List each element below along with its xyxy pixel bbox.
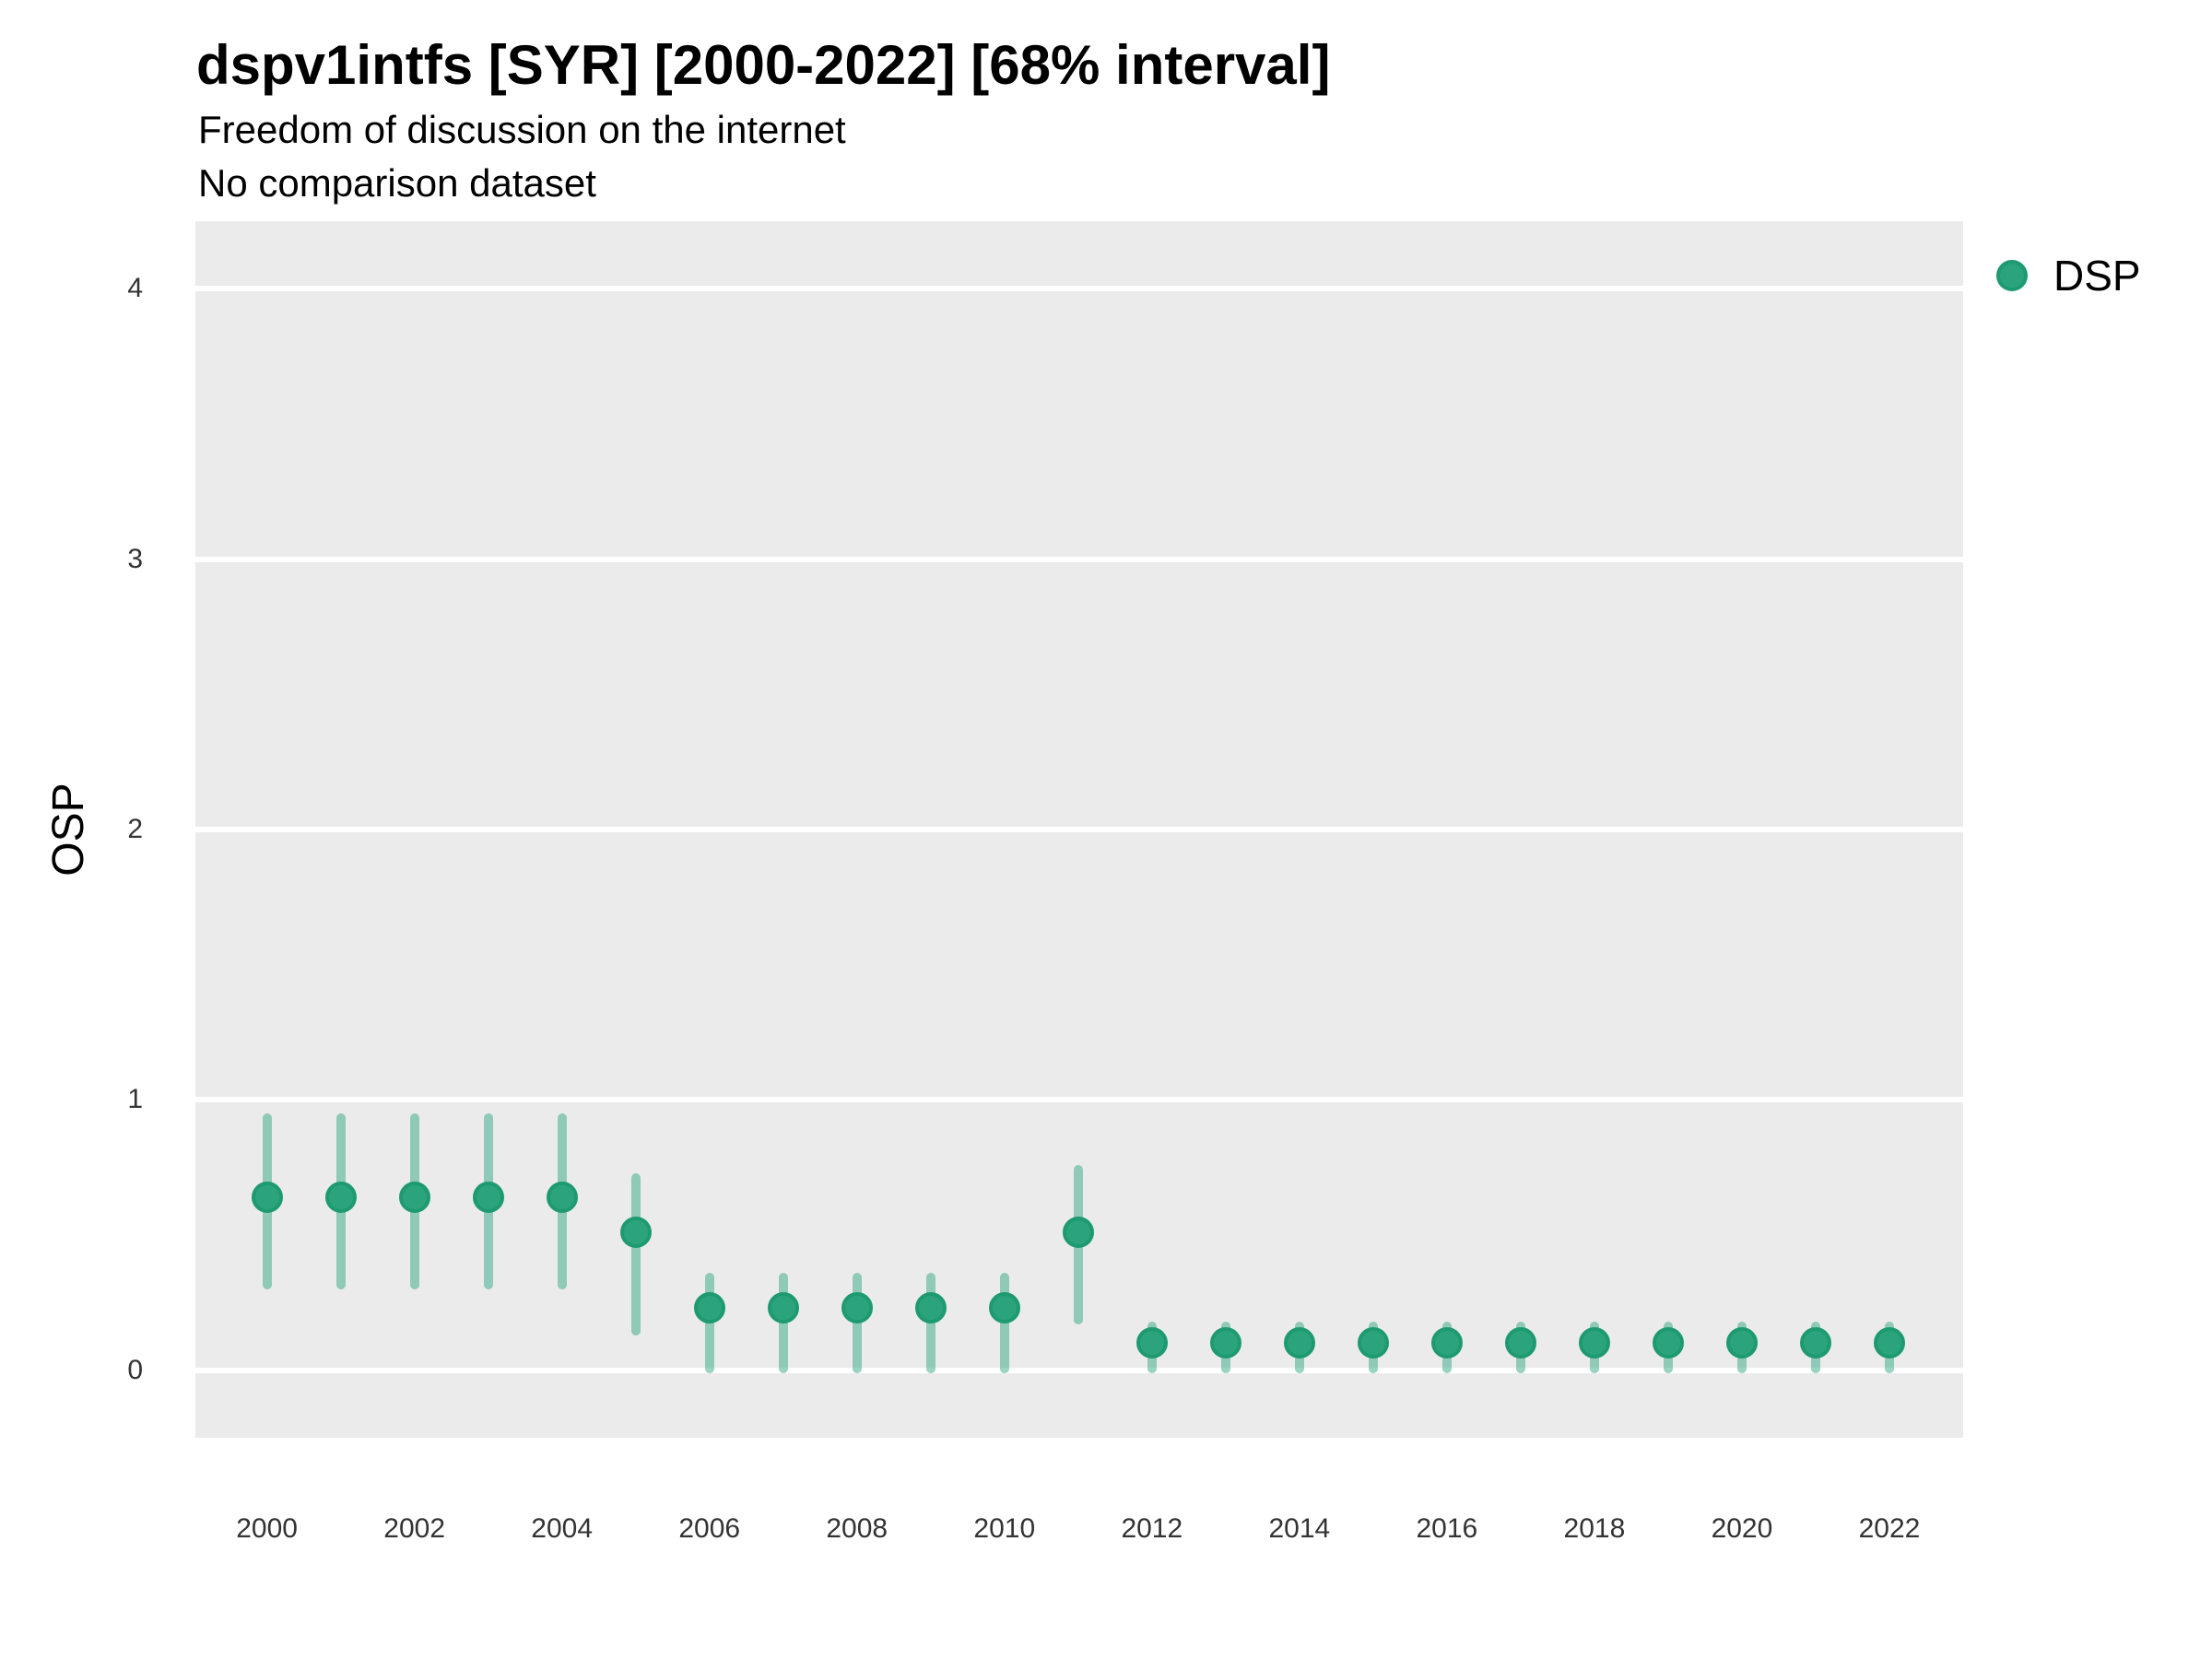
- data-point: [841, 1292, 873, 1324]
- chart-comparison-note: No comparison dataset: [198, 161, 596, 205]
- chart-subtitle: Freedom of discussion on the internet: [198, 108, 846, 151]
- data-point: [914, 1292, 947, 1324]
- x-tick-label: 2016: [1416, 1513, 1478, 1544]
- y-tick-label: 4: [127, 273, 143, 304]
- gridline: [195, 1097, 1963, 1103]
- data-point: [1504, 1327, 1536, 1359]
- data-point: [472, 1181, 504, 1213]
- data-point: [767, 1292, 799, 1324]
- data-point: [1578, 1327, 1610, 1359]
- gridline: [195, 286, 1963, 292]
- y-tick-label: 0: [127, 1354, 143, 1385]
- x-tick-label: 2018: [1563, 1513, 1626, 1544]
- data-point: [324, 1181, 357, 1213]
- data-point: [693, 1292, 725, 1324]
- x-tick-label: 2010: [973, 1513, 1036, 1544]
- x-tick-label: 2006: [678, 1513, 741, 1544]
- x-tick-label: 2004: [531, 1513, 594, 1544]
- x-tick-label: 2002: [383, 1513, 446, 1544]
- y-tick-label: 3: [127, 543, 143, 574]
- data-point: [546, 1181, 578, 1213]
- x-tick-label: 2000: [236, 1513, 298, 1544]
- chart-title: dspv1intfs [SYR] [2000-2022] [68% interv…: [196, 34, 1331, 96]
- y-tick-label: 1: [127, 1084, 143, 1115]
- gridline: [195, 556, 1963, 562]
- legend-point-marker-icon: [1996, 260, 2028, 291]
- x-tick-label: 2020: [1711, 1513, 1773, 1544]
- data-point: [251, 1181, 283, 1213]
- data-point: [1135, 1327, 1168, 1359]
- data-point: [1725, 1327, 1758, 1359]
- data-point: [1283, 1327, 1315, 1359]
- data-point: [1799, 1327, 1831, 1359]
- x-tick-label: 2012: [1121, 1513, 1183, 1544]
- gridline: [195, 827, 1963, 832]
- data-point: [619, 1217, 652, 1249]
- data-point: [1062, 1217, 1094, 1249]
- data-point: [988, 1292, 1020, 1324]
- x-tick-label: 2014: [1268, 1513, 1331, 1544]
- legend-label: DSP: [2053, 252, 2141, 300]
- data-point: [1209, 1327, 1241, 1359]
- data-point: [1430, 1327, 1463, 1359]
- x-tick-label: 2022: [1858, 1513, 1921, 1544]
- data-point: [1652, 1327, 1684, 1359]
- gridline: [195, 1367, 1963, 1373]
- plot-panel: [195, 221, 1963, 1438]
- data-point: [1873, 1327, 1905, 1359]
- data-point: [398, 1181, 430, 1213]
- data-point: [1357, 1327, 1389, 1359]
- y-tick-label: 2: [127, 814, 143, 844]
- x-tick-label: 2008: [826, 1513, 888, 1544]
- interval-bar: [630, 1172, 641, 1335]
